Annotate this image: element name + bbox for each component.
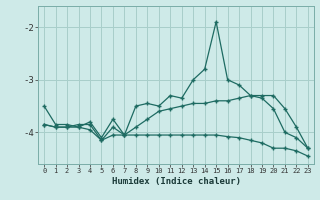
- X-axis label: Humidex (Indice chaleur): Humidex (Indice chaleur): [111, 177, 241, 186]
